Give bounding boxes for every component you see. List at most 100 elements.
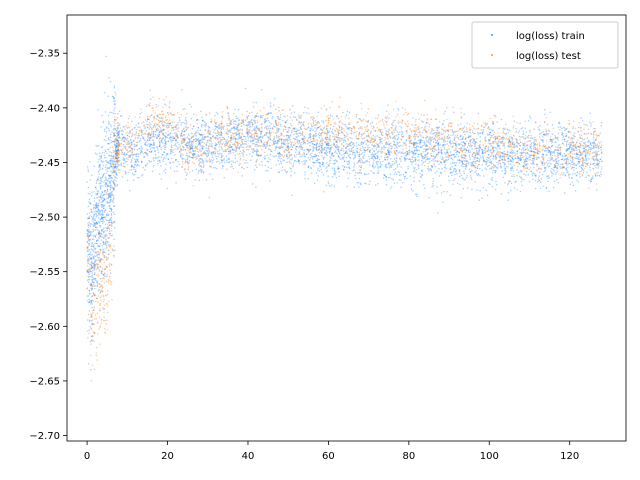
train-point [99,177,102,179]
train-point [410,188,413,190]
train-point [317,111,320,114]
train-point [108,174,110,177]
train-point [102,164,105,167]
train-point [281,138,283,141]
train-point [418,127,420,129]
train-point [571,181,574,184]
train-point [227,136,230,138]
train-point [180,142,183,145]
train-point [110,170,112,173]
train-point [550,163,552,165]
train-point [159,127,162,129]
train-point [600,173,602,175]
train-point [376,152,378,154]
train-point [287,129,290,132]
train-point [130,169,133,171]
train-point [364,149,366,151]
train-point [279,118,281,120]
train-point [212,151,214,153]
train-point [338,126,341,129]
train-point [154,126,157,128]
train-point [356,137,359,140]
train-point [586,171,588,174]
train-point [586,153,588,155]
train-point [303,135,306,137]
train-point [110,155,113,157]
train-point [333,160,335,162]
train-point [263,106,265,109]
train-point [370,170,372,172]
train-point [571,136,573,139]
train-point [98,155,101,157]
train-point [276,124,279,127]
train-point [90,254,92,256]
train-point [478,145,480,147]
train-point [553,166,555,169]
train-point [98,199,101,201]
train-point [437,148,440,150]
train-point [164,137,167,140]
train-point [145,140,147,143]
train-point [572,173,574,175]
train-point [430,140,432,142]
train-point [502,155,504,157]
train-point [423,141,425,144]
train-point [259,136,262,138]
train-point [142,166,144,169]
train-point [547,146,550,148]
train-point [237,108,240,111]
train-point [463,160,466,162]
train-point [347,160,350,163]
train-point [539,181,542,183]
train-point [348,111,351,114]
train-point [584,152,587,155]
train-point [450,171,453,174]
train-point [98,173,100,176]
train-point [521,136,524,138]
train-point [290,168,292,170]
train-point [147,143,149,146]
train-point [559,166,561,168]
train-point [140,145,143,148]
train-point [251,111,253,114]
train-point [124,161,127,163]
train-point [107,161,109,163]
train-point [215,155,217,158]
train-point [246,145,249,148]
train-point [515,180,517,183]
train-point [461,129,464,132]
train-point [166,153,169,155]
train-point [573,132,576,134]
train-point [469,158,472,161]
train-point [101,206,103,209]
train-point [539,124,541,127]
train-point [324,141,326,143]
train-point [518,163,521,165]
train-point [176,165,178,168]
train-point [536,152,539,155]
train-point [584,156,587,158]
train-point [88,248,91,251]
train-point [265,146,267,148]
train-point [326,136,329,139]
train-point [277,140,279,143]
train-point [248,112,251,115]
train-point [460,141,463,144]
train-point [494,170,497,173]
train-point [520,159,522,161]
train-point [335,136,338,138]
train-point [343,134,346,137]
train-point [397,109,400,111]
train-point [103,204,106,207]
train-point [136,177,139,179]
train-point [190,117,193,120]
train-point [567,156,569,158]
train-point [482,152,485,155]
train-point [102,216,104,219]
train-point [229,146,231,149]
train-point [514,152,516,154]
train-point [105,164,107,166]
train-point [118,132,121,135]
train-point [462,163,465,165]
train-point [353,157,356,159]
